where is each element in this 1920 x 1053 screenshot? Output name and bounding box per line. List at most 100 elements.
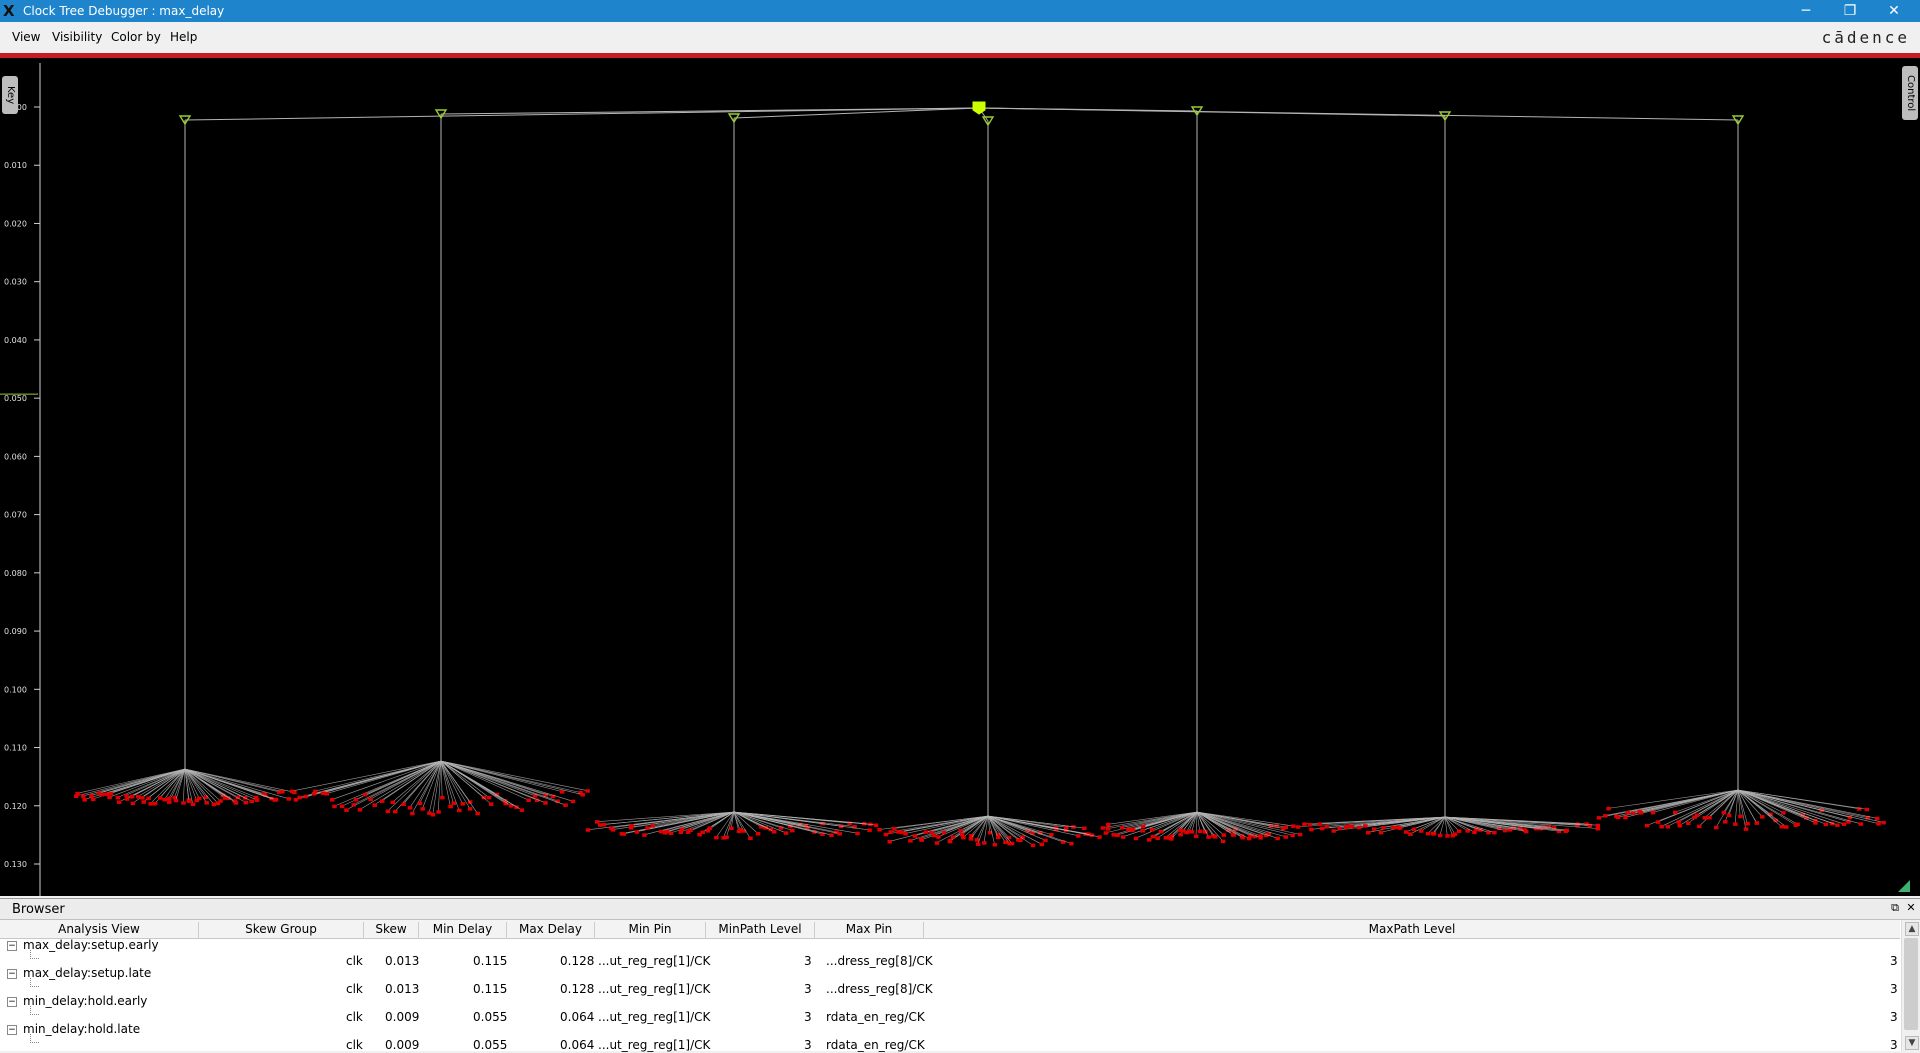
sink-flop[interactable] bbox=[982, 841, 987, 845]
sink-flop[interactable] bbox=[1677, 824, 1682, 828]
sink-flop[interactable] bbox=[194, 798, 200, 803]
sink-flop[interactable] bbox=[494, 792, 500, 797]
sink-flop[interactable] bbox=[741, 829, 747, 833]
sink-flop[interactable] bbox=[73, 794, 79, 799]
sink-flop[interactable] bbox=[892, 826, 897, 831]
clock-buffer[interactable] bbox=[1731, 115, 1745, 126]
sink-flop[interactable] bbox=[254, 798, 260, 802]
sink-flop[interactable] bbox=[1492, 830, 1497, 835]
clock-root-source[interactable] bbox=[972, 101, 986, 115]
sink-flop[interactable] bbox=[1397, 826, 1403, 830]
sink-flop[interactable] bbox=[357, 808, 363, 812]
sink-flop[interactable] bbox=[1723, 820, 1728, 824]
sink-flop[interactable] bbox=[223, 796, 228, 800]
sink-flop[interactable] bbox=[585, 789, 590, 793]
sink-flop[interactable] bbox=[887, 839, 892, 844]
sink-flop[interactable] bbox=[332, 804, 337, 809]
sink-flop[interactable] bbox=[1659, 824, 1664, 829]
sink-flop[interactable] bbox=[1189, 830, 1195, 834]
sink-flop[interactable] bbox=[597, 823, 603, 827]
sink-flop[interactable] bbox=[919, 838, 924, 842]
sink-flop[interactable] bbox=[1625, 811, 1630, 815]
sink-flop[interactable] bbox=[1038, 831, 1043, 835]
sink-flop[interactable] bbox=[1197, 829, 1203, 833]
sink-flop[interactable] bbox=[721, 836, 726, 840]
sink-flop[interactable] bbox=[320, 791, 326, 795]
sink-flop[interactable] bbox=[181, 801, 186, 805]
sink-flop[interactable] bbox=[1069, 841, 1074, 846]
sink-flop[interactable] bbox=[1155, 836, 1160, 840]
sink-flop[interactable] bbox=[1800, 813, 1806, 817]
sink-flop[interactable] bbox=[368, 797, 373, 802]
sink-flop[interactable] bbox=[1534, 826, 1539, 831]
sink-flop[interactable] bbox=[1726, 813, 1732, 818]
clock-buffer[interactable] bbox=[178, 115, 192, 126]
sink-flop[interactable] bbox=[668, 831, 674, 835]
sink-flop[interactable] bbox=[995, 835, 1001, 840]
sink-flop[interactable] bbox=[1163, 836, 1169, 840]
sink-flop[interactable] bbox=[1331, 829, 1336, 833]
sink-flop[interactable] bbox=[1169, 837, 1174, 841]
sink-flop[interactable] bbox=[992, 843, 998, 847]
sink-flop[interactable] bbox=[1437, 833, 1443, 838]
scroll-down-icon[interactable]: ▼ bbox=[1905, 1036, 1919, 1050]
sink-flop[interactable] bbox=[303, 794, 308, 799]
sink-flop[interactable] bbox=[1445, 834, 1450, 838]
sink-flop[interactable] bbox=[253, 795, 259, 800]
sink-flop[interactable] bbox=[1158, 829, 1164, 834]
sink-flop[interactable] bbox=[1295, 825, 1301, 829]
sink-flop[interactable] bbox=[393, 809, 398, 814]
sink-flop[interactable] bbox=[235, 795, 241, 800]
sink-flop[interactable] bbox=[594, 820, 600, 824]
sink-flop[interactable] bbox=[563, 803, 568, 807]
sink-flop[interactable] bbox=[152, 801, 158, 806]
sink-flop[interactable] bbox=[899, 830, 905, 834]
sink-flop[interactable] bbox=[1009, 841, 1015, 846]
clock-buffer[interactable] bbox=[1438, 111, 1452, 122]
sink-flop[interactable] bbox=[135, 794, 141, 799]
sink-flop[interactable] bbox=[621, 832, 626, 836]
sink-flop[interactable] bbox=[457, 808, 462, 813]
sink-flop[interactable] bbox=[1371, 827, 1377, 831]
sink-flop[interactable] bbox=[1538, 826, 1544, 831]
sink-flop[interactable] bbox=[1676, 820, 1682, 824]
sink-flop[interactable] bbox=[724, 835, 729, 840]
menu-view[interactable]: View bbox=[12, 30, 41, 44]
sink-flop[interactable] bbox=[273, 797, 279, 802]
col-min-pin[interactable]: Min Pin bbox=[595, 922, 706, 938]
sink-flop[interactable] bbox=[1169, 834, 1175, 838]
sink-flop[interactable] bbox=[410, 811, 415, 816]
sink-flop[interactable] bbox=[936, 835, 941, 839]
sink-flop[interactable] bbox=[1411, 827, 1417, 831]
sink-flop[interactable] bbox=[96, 791, 102, 795]
sink-flop[interactable] bbox=[215, 801, 221, 806]
sink-flop[interactable] bbox=[1496, 826, 1502, 831]
sink-flop[interactable] bbox=[664, 829, 670, 834]
sink-flop[interactable] bbox=[427, 811, 432, 815]
sink-flop[interactable] bbox=[1542, 825, 1547, 830]
sink-flop[interactable] bbox=[1240, 835, 1245, 840]
sink-flop[interactable] bbox=[1865, 816, 1871, 820]
sink-flop[interactable] bbox=[1149, 828, 1155, 832]
sink-flop[interactable] bbox=[867, 828, 872, 832]
sink-flop[interactable] bbox=[1181, 829, 1186, 833]
resize-grip-icon[interactable] bbox=[1898, 880, 1910, 892]
sink-flop[interactable] bbox=[508, 804, 514, 808]
table-row[interactable]: − max_delay:setup.early clk 0.013 0.115 0.128… bbox=[0, 938, 1900, 969]
sink-flop[interactable] bbox=[1130, 827, 1136, 832]
sink-flop[interactable] bbox=[559, 790, 565, 794]
sink-flop[interactable] bbox=[1007, 841, 1012, 846]
sink-flop[interactable] bbox=[1644, 823, 1650, 828]
sink-flop[interactable] bbox=[1472, 830, 1477, 835]
sink-flop[interactable] bbox=[1230, 832, 1236, 836]
sink-flop[interactable] bbox=[1226, 828, 1231, 832]
sink-flop[interactable] bbox=[1133, 836, 1139, 841]
sink-flop[interactable] bbox=[803, 823, 808, 828]
sink-flop[interactable] bbox=[1060, 840, 1066, 844]
sink-flop[interactable] bbox=[1307, 823, 1313, 827]
sink-flop[interactable] bbox=[543, 793, 548, 797]
sink-flop[interactable] bbox=[608, 826, 614, 830]
sink-flop[interactable] bbox=[578, 790, 583, 795]
sink-flop[interactable] bbox=[1202, 829, 1208, 834]
sink-flop[interactable] bbox=[1714, 825, 1719, 830]
